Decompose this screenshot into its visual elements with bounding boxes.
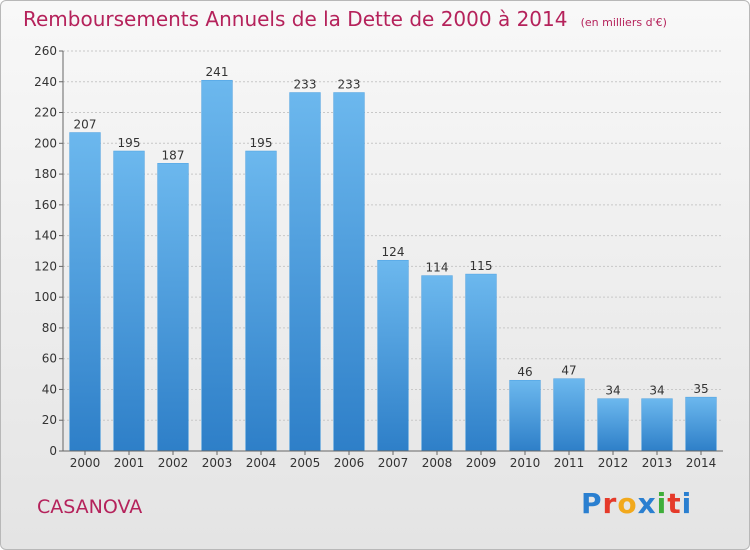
x-tick-label: 2003 [202,456,233,470]
bar [685,396,717,452]
data-label: 241 [206,65,229,79]
chart-unit: (en milliers d'€) [580,16,667,29]
logo-letter: r [602,487,618,520]
y-tick-label: 260 [34,44,57,58]
data-label: 47 [561,364,576,378]
logo-letter: P [581,487,603,520]
x-tick-label: 2014 [686,456,717,470]
y-tick-label: 120 [34,259,57,273]
y-tick-label: 20 [42,413,57,427]
bar [113,150,145,452]
data-label: 233 [294,78,317,92]
y-tick-label: 200 [34,136,57,150]
data-label: 115 [470,259,493,273]
y-tick-label: 60 [42,352,57,366]
y-tick-label: 220 [34,106,57,120]
data-label: 35 [693,382,708,396]
title-row: Remboursements Annuels de la Dette de 20… [23,7,667,31]
y-tick-label: 180 [34,167,57,181]
bar [421,275,453,452]
x-tick-label: 2011 [554,456,585,470]
data-label: 195 [250,136,273,150]
bar [157,163,189,452]
bar [201,79,233,452]
data-label: 46 [517,365,532,379]
y-tick-label: 100 [34,290,57,304]
chart-title: Remboursements Annuels de la Dette de 20… [23,7,568,31]
x-tick-label: 2002 [158,456,189,470]
x-tick-label: 2009 [466,456,497,470]
proxiti-logo: Proxiti [581,487,692,520]
x-tick-label: 2005 [290,456,321,470]
x-tick-label: 2006 [334,456,365,470]
data-label: 233 [338,78,361,92]
y-tick-label: 40 [42,382,57,396]
bar [245,150,277,452]
bar [641,398,673,452]
x-tick-label: 2001 [114,456,145,470]
x-tick-label: 2000 [70,456,101,470]
bar [509,379,541,452]
logo-letter: t [667,487,682,520]
logo-letter: x [637,487,657,520]
bar [333,92,365,452]
y-tick-label: 0 [49,444,57,458]
logo-letter: i [681,487,693,520]
data-label: 195 [118,136,141,150]
axis-layer [59,50,723,455]
y-tick-label: 140 [34,229,57,243]
data-label: 114 [426,261,449,275]
data-label: 34 [649,384,664,398]
label-layer: 0 20 40 60 80 100 120 140 160 180 200 220 240 260 207 2… [34,44,716,470]
bar [465,273,497,452]
y-tick-label: 240 [34,75,57,89]
x-tick-label: 2012 [598,456,629,470]
bar [289,92,321,452]
x-tick-label: 2013 [642,456,673,470]
bar [69,132,101,452]
data-label: 207 [74,118,97,132]
data-label: 187 [162,148,185,162]
x-tick-label: 2008 [422,456,453,470]
bar [553,378,585,452]
bar [377,259,409,452]
data-label: 124 [382,245,405,259]
y-tick-label: 160 [34,198,57,212]
x-tick-label: 2007 [378,456,409,470]
y-tick-label: 80 [42,321,57,335]
logo-letter: o [617,487,638,520]
city-name: CASANOVA [37,496,143,518]
bar [597,398,629,452]
data-label: 34 [605,384,620,398]
x-tick-label: 2010 [510,456,541,470]
x-tick-label: 2004 [246,456,277,470]
bar-layer [69,79,717,452]
logo-letter: i [656,487,668,520]
